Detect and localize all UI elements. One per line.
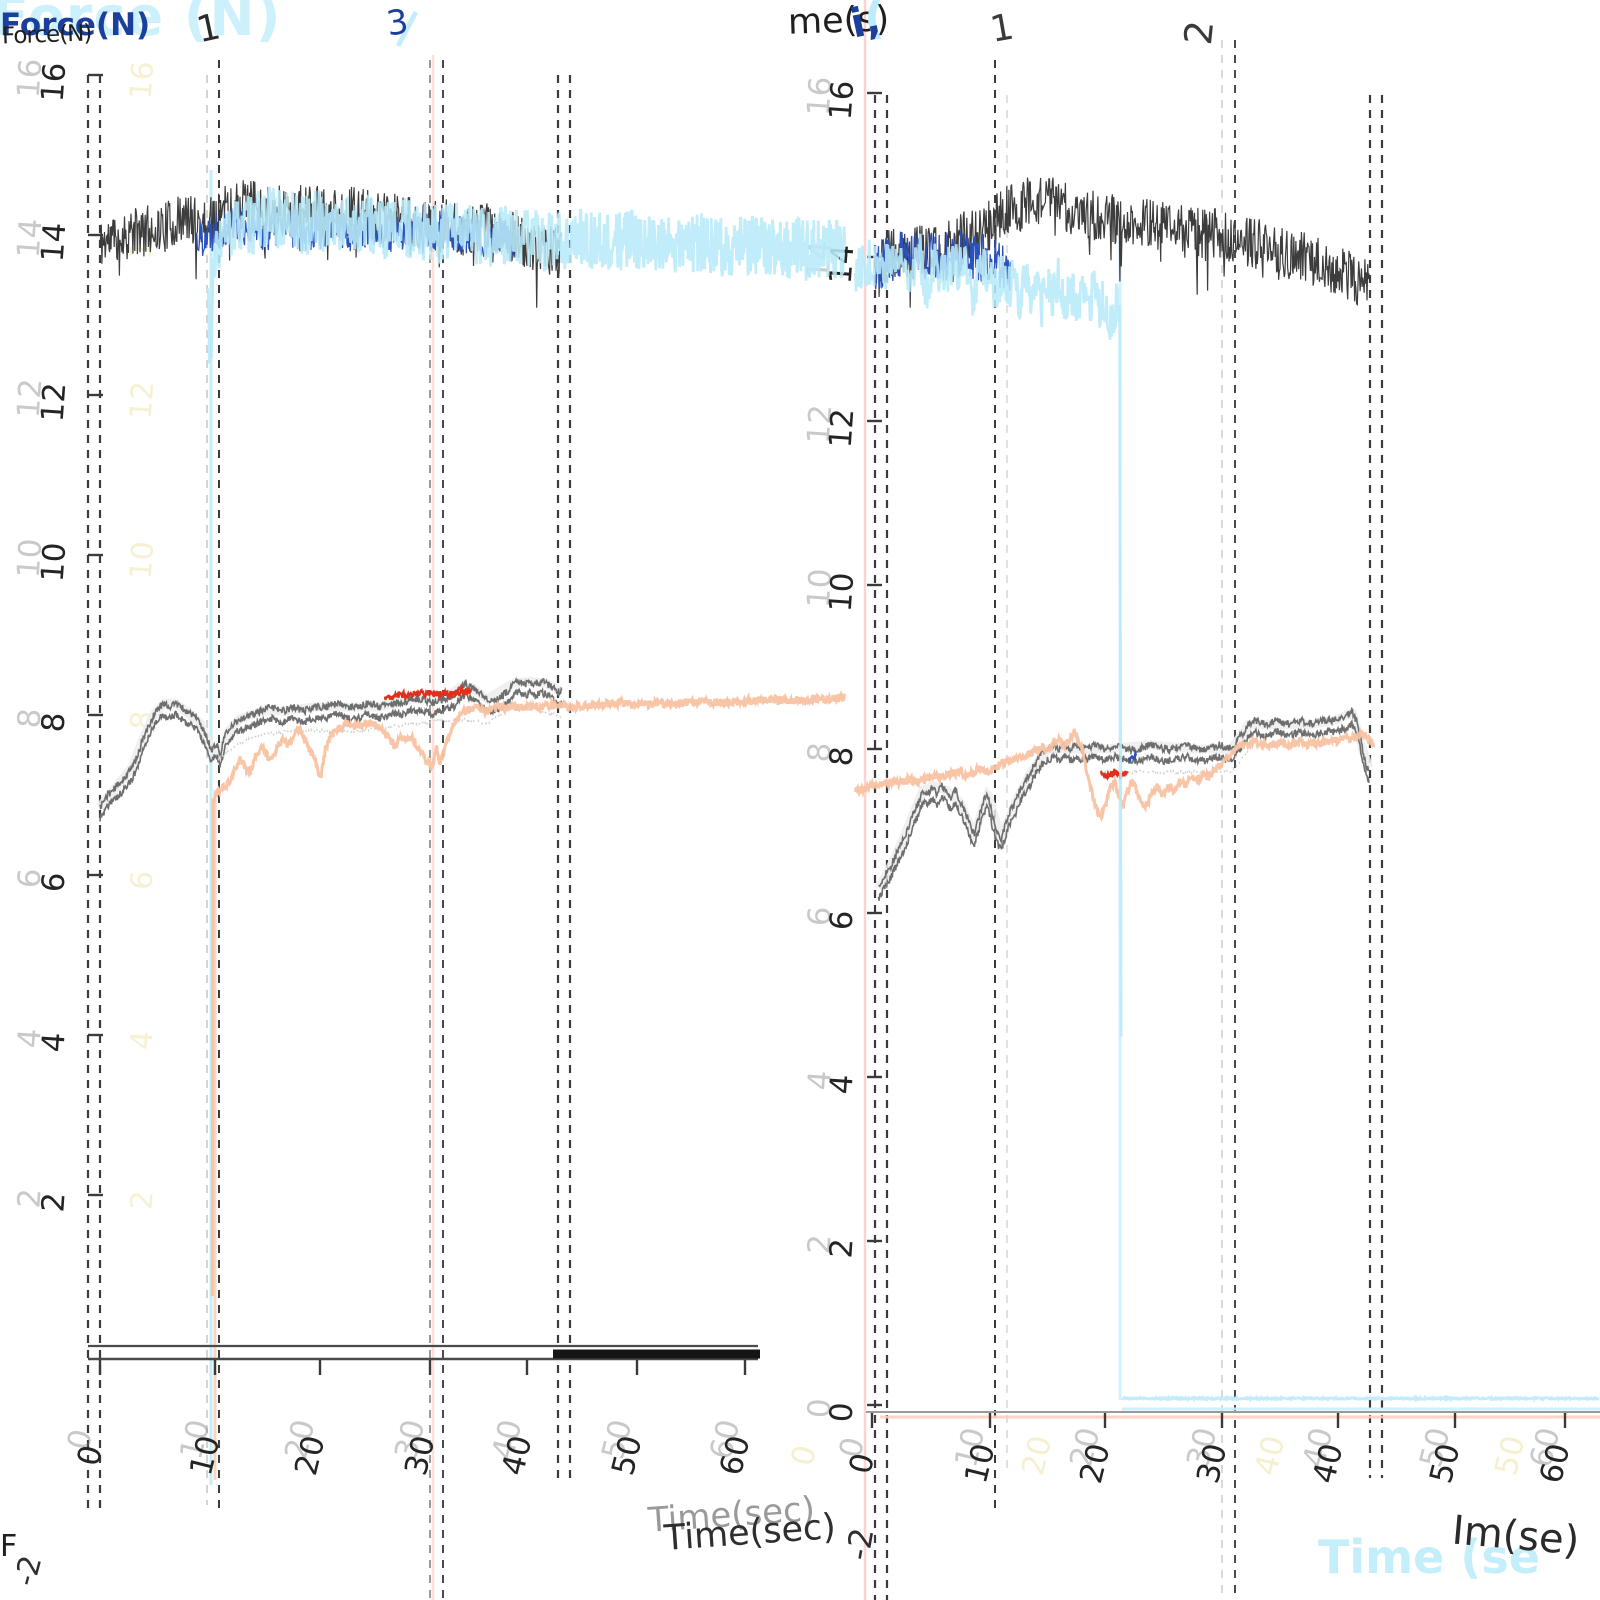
svg-text:14: 14 <box>11 217 50 259</box>
svg-text:6: 6 <box>35 871 72 893</box>
y-axis-title-cyan-ghost: Force (N) <box>0 0 282 48</box>
svg-text:16: 16 <box>124 60 162 101</box>
y-axis-title-dark-small: Force(N) <box>1 20 92 50</box>
x-axis-title-right-cyan: Time (se <box>1318 1530 1540 1584</box>
svg-text:4: 4 <box>124 1030 160 1051</box>
svg-text:12: 12 <box>124 380 162 421</box>
svg-text:2: 2 <box>823 1237 860 1259</box>
svg-text:40: 40 <box>1248 1432 1292 1479</box>
svg-text:2: 2 <box>11 1187 48 1209</box>
svg-text:16: 16 <box>801 75 840 117</box>
series-force-measured-upper <box>99 676 563 810</box>
panel-right-series <box>854 177 1600 1403</box>
svg-text:4: 4 <box>801 1069 838 1091</box>
svg-text:0: 0 <box>70 1442 110 1470</box>
svg-text:12: 12 <box>823 407 862 449</box>
svg-text:4: 4 <box>35 1031 72 1053</box>
series-cyan-zero-flat <box>1121 1394 1600 1403</box>
svg-text:0: 0 <box>784 1442 824 1470</box>
svg-text:4: 4 <box>823 1073 860 1095</box>
svg-text:12: 12 <box>801 403 840 445</box>
svg-text:12: 12 <box>11 377 50 419</box>
series-force-desired-salmon <box>854 726 1376 823</box>
svg-text:3: 3 <box>384 2 411 45</box>
svg-text:8: 8 <box>11 707 48 729</box>
svg-text:2: 2 <box>1176 18 1222 47</box>
svg-text:1: 1 <box>987 6 1017 50</box>
svg-text:16: 16 <box>823 79 862 121</box>
top-time-mark-cyan: ( <box>864 0 886 44</box>
svg-text:10: 10 <box>124 540 162 581</box>
series-grip-force-dark-noise <box>874 177 1370 308</box>
svg-text:10: 10 <box>823 571 862 613</box>
svg-text:6: 6 <box>823 909 860 931</box>
svg-text:16: 16 <box>11 57 50 99</box>
svg-text:16: 16 <box>35 61 74 103</box>
y-axis-title-navy: Force(N) <box>0 7 151 43</box>
panel-left-series <box>96 180 847 1297</box>
svg-text:6: 6 <box>124 870 160 891</box>
series-force-measured-lower <box>877 719 1370 901</box>
svg-text:0: 0 <box>801 1397 838 1419</box>
series-red-overlap-segment <box>383 684 472 701</box>
svg-text:8: 8 <box>823 745 860 767</box>
svg-text:2: 2 <box>801 1233 838 1255</box>
svg-text:0: 0 <box>842 1450 882 1478</box>
series-red-overlap-segment <box>1100 768 1129 782</box>
svg-text:20: 20 <box>1015 1432 1059 1479</box>
series-blue-overlap-segment <box>1128 749 1138 764</box>
svg-text:6: 6 <box>11 867 48 889</box>
svg-text:10: 10 <box>35 541 74 583</box>
svg-text:8: 8 <box>35 711 72 733</box>
svg-text:14: 14 <box>35 221 74 263</box>
neg2-tick-right: -2 <box>838 1524 882 1564</box>
svg-text:10: 10 <box>11 537 50 579</box>
series-force-measured-upper <box>878 706 1370 888</box>
svg-text:4: 4 <box>11 1027 48 1049</box>
series-grip-force-cyan-band <box>854 233 1123 1037</box>
svg-text:50: 50 <box>1488 1432 1532 1479</box>
svg-text:10: 10 <box>801 567 840 609</box>
series-force-desired-salmon <box>210 690 846 1297</box>
svg-text:8: 8 <box>801 741 838 763</box>
svg-text:2: 2 <box>124 1190 160 1211</box>
svg-text:12: 12 <box>35 381 74 423</box>
x-axis-title-right-dark: Im(se) <box>1450 1507 1582 1565</box>
svg-text:0: 0 <box>823 1401 860 1423</box>
svg-text:2: 2 <box>35 1191 72 1213</box>
corner-artifact-f: F <box>0 1529 18 1564</box>
series-grip-force-cyan-band <box>206 186 847 364</box>
svg-text:6: 6 <box>801 905 838 927</box>
